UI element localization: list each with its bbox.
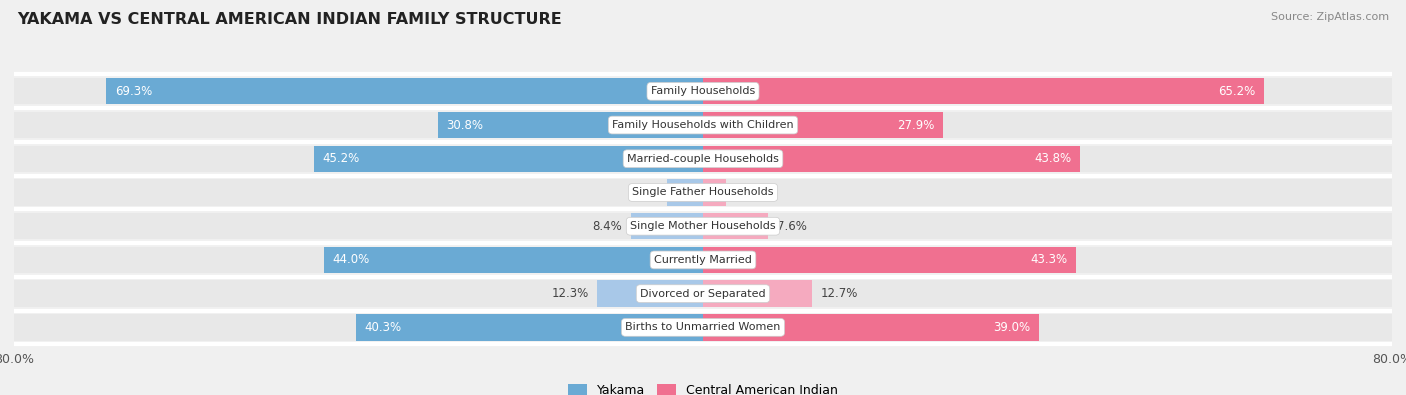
Text: 40.3%: 40.3% <box>364 321 402 334</box>
Text: Divorced or Separated: Divorced or Separated <box>640 289 766 299</box>
Text: 45.2%: 45.2% <box>322 152 360 165</box>
Bar <box>107 78 703 105</box>
Bar <box>14 78 1392 105</box>
Bar <box>598 280 703 307</box>
Text: 43.3%: 43.3% <box>1031 254 1067 267</box>
Text: Currently Married: Currently Married <box>654 255 752 265</box>
Bar <box>14 112 1392 138</box>
Text: 12.7%: 12.7% <box>821 287 858 300</box>
Text: 27.9%: 27.9% <box>897 118 935 132</box>
Bar <box>703 280 813 307</box>
Bar <box>14 213 1392 239</box>
Bar <box>703 78 1264 105</box>
Bar <box>14 314 1392 340</box>
Text: 8.4%: 8.4% <box>592 220 621 233</box>
Text: 44.0%: 44.0% <box>333 254 370 267</box>
Text: Births to Unmarried Women: Births to Unmarried Women <box>626 322 780 332</box>
Bar <box>631 213 703 239</box>
Text: 43.8%: 43.8% <box>1035 152 1071 165</box>
Bar <box>14 179 1392 206</box>
Bar <box>437 112 703 138</box>
Text: Married-couple Households: Married-couple Households <box>627 154 779 164</box>
Bar <box>356 314 703 340</box>
Text: Single Mother Households: Single Mother Households <box>630 221 776 231</box>
Text: 2.7%: 2.7% <box>735 186 765 199</box>
Text: 65.2%: 65.2% <box>1219 85 1256 98</box>
Bar <box>323 247 703 273</box>
Bar <box>14 280 1392 307</box>
Text: 12.3%: 12.3% <box>551 287 589 300</box>
Bar <box>703 146 1080 172</box>
Bar <box>703 247 1076 273</box>
Bar <box>703 179 727 206</box>
Text: Family Households: Family Households <box>651 87 755 96</box>
Bar <box>314 146 703 172</box>
Bar <box>703 112 943 138</box>
Bar <box>703 213 769 239</box>
Bar <box>14 146 1392 172</box>
Bar <box>14 247 1392 273</box>
Text: Family Households with Children: Family Households with Children <box>612 120 794 130</box>
Legend: Yakama, Central American Indian: Yakama, Central American Indian <box>562 379 844 395</box>
Text: YAKAMA VS CENTRAL AMERICAN INDIAN FAMILY STRUCTURE: YAKAMA VS CENTRAL AMERICAN INDIAN FAMILY… <box>17 12 561 27</box>
Text: Single Father Households: Single Father Households <box>633 188 773 198</box>
Text: 39.0%: 39.0% <box>993 321 1031 334</box>
Bar <box>703 314 1039 340</box>
Text: 30.8%: 30.8% <box>446 118 484 132</box>
Text: 7.6%: 7.6% <box>778 220 807 233</box>
Text: Source: ZipAtlas.com: Source: ZipAtlas.com <box>1271 12 1389 22</box>
Text: 4.2%: 4.2% <box>628 186 658 199</box>
Text: 69.3%: 69.3% <box>115 85 152 98</box>
Bar <box>666 179 703 206</box>
